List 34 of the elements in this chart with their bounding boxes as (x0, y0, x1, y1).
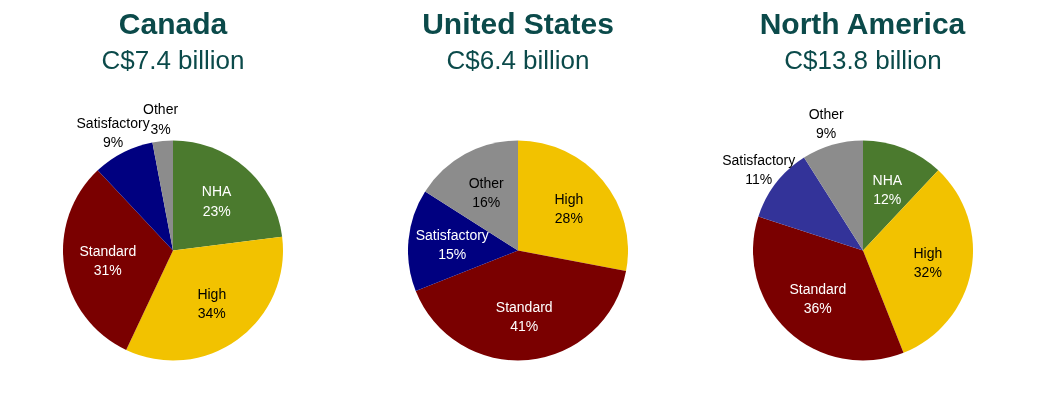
chart-title: United States (422, 6, 614, 40)
data-label: 32% (913, 264, 942, 281)
slice-label: Standard (495, 298, 553, 315)
data-label: 23% (202, 202, 231, 219)
chart-title: Canada (118, 6, 228, 40)
chart-subtitle: C$7.4 billion (101, 44, 245, 75)
slice-label: Other (808, 106, 845, 123)
chart-subtitle: C$6.4 billion (446, 44, 590, 75)
slice-label: NHA (201, 183, 233, 200)
data-label: 41% (510, 317, 539, 334)
chart-title: North America (759, 6, 966, 40)
data-label: 9% (816, 125, 837, 142)
data-label: 16% (472, 194, 501, 211)
slice-label: Satisfactory (722, 152, 796, 168)
slice-label: High (554, 190, 584, 207)
slice-label: NHA (872, 171, 903, 188)
slice-label: High (197, 286, 227, 303)
slice-label: Other (143, 101, 179, 118)
chart-subtitle: C$13.8 billion (784, 44, 942, 75)
data-label: 34% (197, 305, 226, 322)
data-label: 15% (438, 245, 467, 262)
slice-label: Other (468, 175, 505, 192)
slice-label: Satisfactory (76, 115, 150, 132)
data-label: 28% (554, 210, 583, 227)
slice-label: Satisfactory (415, 226, 489, 243)
data-label: 9% (102, 134, 124, 151)
data-label: 11% (745, 171, 773, 188)
data-label: 12% (873, 190, 902, 207)
slice-label: High (913, 245, 943, 262)
data-label: 3% (150, 120, 171, 137)
data-label: 36% (803, 300, 832, 317)
slice-label: Standard (79, 243, 137, 260)
data-label: 31% (93, 262, 122, 279)
slice-label: Standard (789, 281, 847, 298)
